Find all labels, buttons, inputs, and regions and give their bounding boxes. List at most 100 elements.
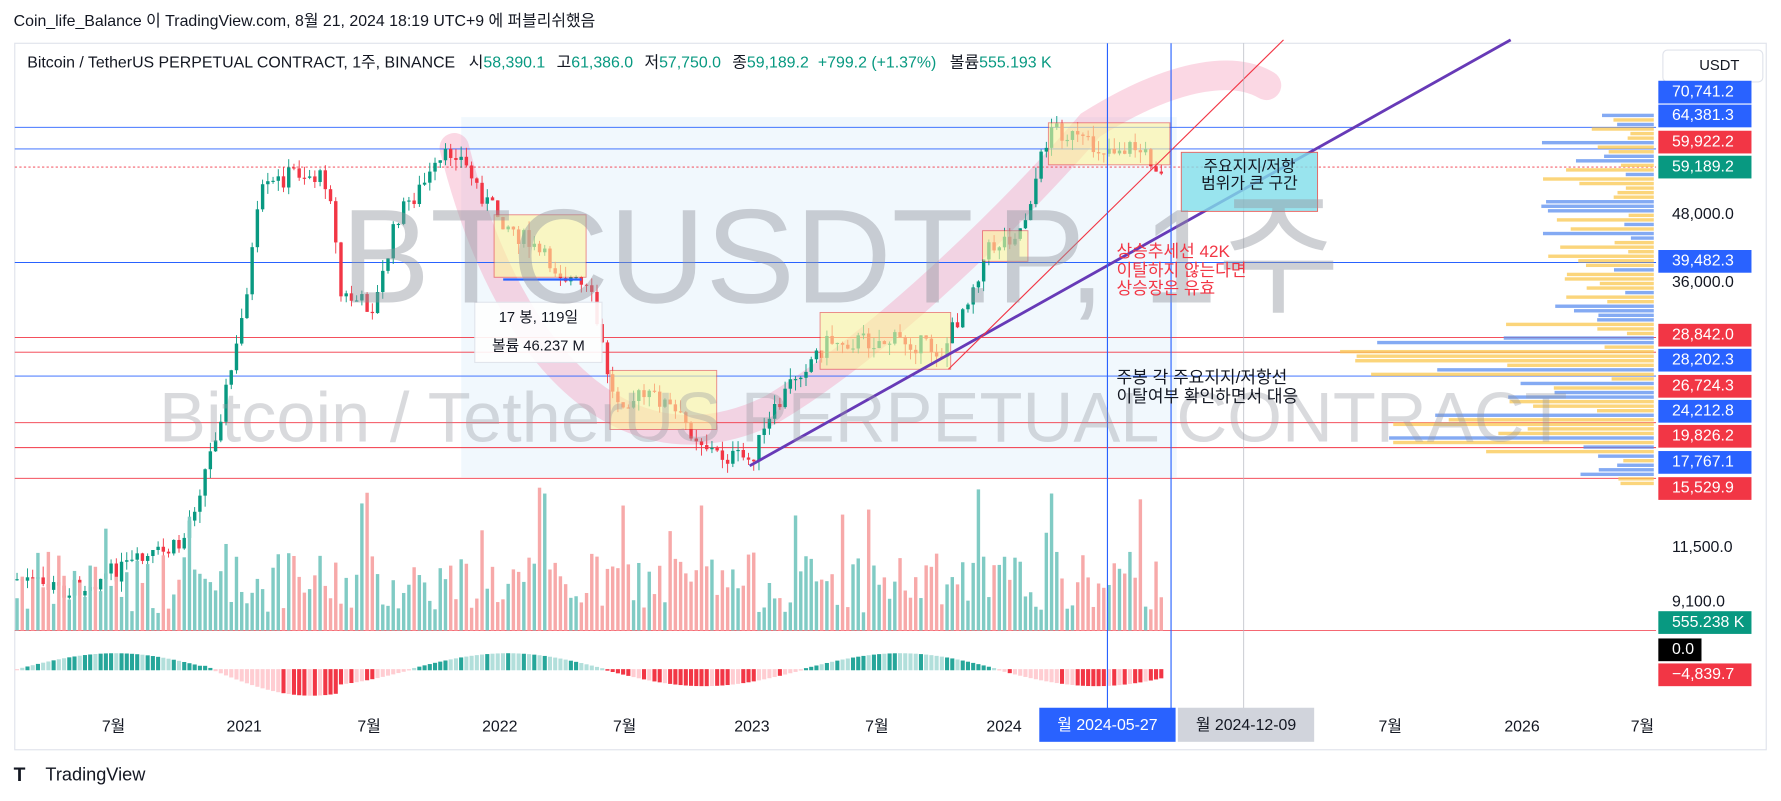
currency[interactable]: USDT (1699, 58, 1739, 74)
volume-bar (15, 598, 19, 631)
candle (166, 551, 171, 554)
volume-bar (825, 581, 829, 631)
macd-bar (574, 661, 579, 671)
macd-bar (271, 669, 276, 692)
candle (966, 304, 970, 310)
volume-bar (752, 552, 756, 631)
trendline (948, 39, 1284, 370)
macd-bar (203, 665, 208, 671)
volume-bar (1086, 577, 1090, 631)
volume-bar (177, 579, 181, 631)
trendline (748, 38, 1512, 468)
macd-bar (997, 669, 1002, 671)
volume-bar (590, 553, 594, 631)
volume-bar (840, 514, 845, 631)
macd-bar (323, 669, 328, 696)
macd-bar (176, 660, 182, 671)
ohlc-value: 59,189.2 (747, 55, 809, 72)
macd-bar (553, 657, 558, 671)
candle (234, 343, 239, 371)
time-label: 2021 (227, 718, 263, 735)
macd-bar (830, 661, 835, 671)
price-badge (1658, 399, 1752, 423)
candle (788, 379, 793, 389)
time-marker (1039, 707, 1176, 742)
volume-bar (1028, 592, 1033, 631)
macd-bar (56, 659, 61, 671)
macd-bar (365, 669, 370, 681)
macd-bar (986, 666, 991, 671)
candle (391, 224, 395, 259)
candle (469, 165, 474, 179)
box (982, 230, 1029, 262)
volume-bar (370, 556, 375, 631)
candle (156, 546, 160, 551)
volume-bar (966, 600, 970, 631)
volume-bar (569, 597, 573, 631)
macd-bar (281, 669, 286, 694)
volume-bar (1039, 609, 1043, 631)
candle (151, 550, 155, 556)
annotation: 주요지지/저항 (1203, 157, 1296, 175)
candle (297, 168, 301, 178)
volume-bar (908, 597, 913, 631)
volume-bar (266, 611, 270, 631)
profile-bar (1356, 354, 1654, 358)
ohlc-value: 58,390.1 (483, 55, 545, 72)
macd-bar (777, 669, 782, 676)
candle (83, 590, 87, 596)
candle (485, 197, 489, 204)
macd-bar (234, 669, 239, 680)
macd-bar (109, 653, 114, 671)
macd-bar (767, 669, 772, 679)
candle (130, 559, 134, 561)
candle (971, 287, 975, 305)
macd-bar (600, 668, 605, 671)
volume-bar (360, 503, 364, 631)
volume-bar (271, 567, 275, 631)
profile-bar (1613, 195, 1654, 199)
price-label: −4,839.7 (1672, 666, 1734, 683)
macd-bar (385, 669, 391, 676)
macd-bar (223, 669, 229, 676)
candle (767, 418, 772, 429)
volume-bar (1013, 557, 1017, 631)
volume-bar (276, 554, 280, 631)
volume-bar (814, 581, 819, 631)
candle (125, 560, 129, 562)
volume-bar (198, 573, 202, 631)
macd-bar (908, 653, 913, 671)
profile-bar (1570, 227, 1654, 231)
macd-bar (1033, 669, 1038, 680)
volume-bar (976, 489, 981, 631)
macd-bar (229, 669, 234, 678)
volume-bar (496, 602, 500, 631)
macd-bar (631, 669, 636, 678)
volume-bar (41, 587, 45, 631)
volume-bar (903, 590, 907, 631)
volume-bar (485, 588, 489, 631)
volume-bar (950, 577, 954, 631)
profile-bar (1573, 309, 1654, 313)
candle (480, 182, 484, 204)
volume-bar (678, 561, 683, 631)
volume-bar (208, 582, 213, 631)
profile-bar (1560, 245, 1654, 249)
macd-bar (699, 669, 704, 687)
macd-bar (156, 656, 161, 671)
macd-bar (485, 654, 490, 671)
candle (360, 294, 364, 301)
macd-bar (338, 669, 344, 685)
volume (15, 487, 1163, 631)
macd-bar (1065, 669, 1070, 685)
profile-bar (1498, 431, 1654, 436)
macd-bar (20, 667, 25, 671)
candle (496, 200, 500, 218)
candle (1028, 204, 1033, 221)
annotation: 상승장은 유효 (1117, 279, 1216, 298)
volume-bar (401, 592, 406, 631)
macd-bar (354, 669, 359, 683)
macd-bar (892, 653, 897, 671)
volume-bar (480, 530, 484, 631)
volume-bar (940, 604, 944, 631)
